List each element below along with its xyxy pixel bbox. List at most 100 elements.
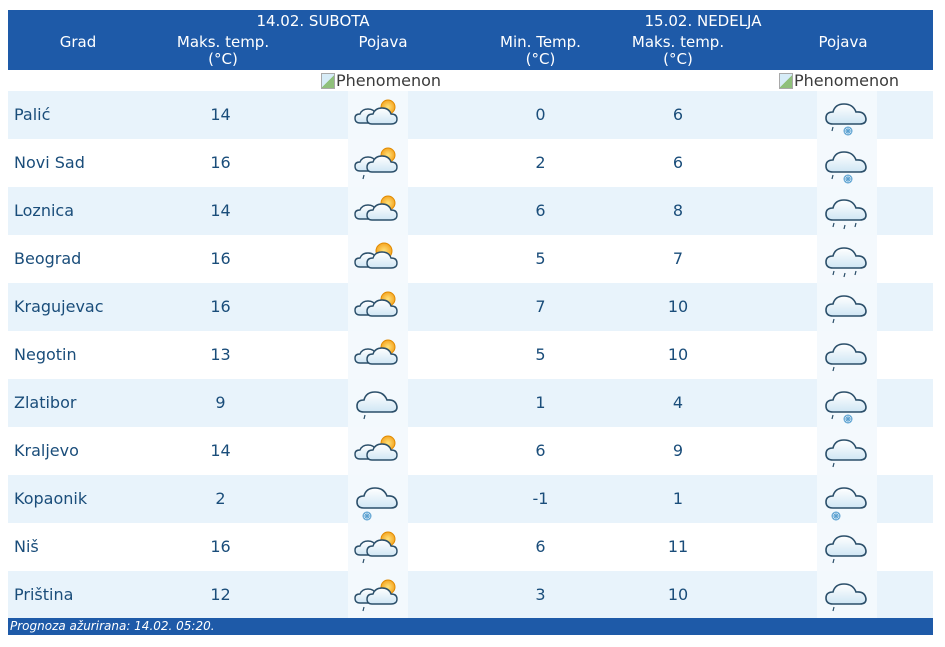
day2-max-temp: 6 <box>672 105 684 124</box>
day2-max-temp: 7 <box>672 249 684 268</box>
day2-min-temp: 1 <box>535 393 546 412</box>
day1-weather-cell <box>348 427 408 475</box>
table-row: Zlatibor 9 1 4 <box>8 379 933 427</box>
header-day2-min-label: Min. Temp. <box>500 33 581 51</box>
day2-weather-cell <box>817 235 877 283</box>
city-name: Beograd <box>14 249 82 268</box>
table-row: Negotin 13 5 10 <box>8 331 933 379</box>
city-name: Loznica <box>14 201 75 220</box>
day1-weather-cell <box>348 379 408 427</box>
header-day2-pojava: Pojava <box>818 33 868 51</box>
day2-weather-cell <box>817 187 877 235</box>
phenomenon-alt-text: Phenomenon <box>336 71 442 90</box>
day2-max-temp: 9 <box>672 441 684 460</box>
day2-max-temp: 6 <box>672 153 684 172</box>
day2-min-temp: 2 <box>535 153 546 172</box>
table-row: Kopaonik 2 -1 1 <box>8 475 933 523</box>
city-name: Priština <box>14 585 74 604</box>
header-day1-max: Maks. temp. (°C) <box>158 34 288 68</box>
day1-max-temp: 12 <box>210 585 231 604</box>
day1-weather-cell <box>348 187 408 235</box>
table-header: Grad Maks. temp. (°C) 14.02. SUBOTA Poja… <box>8 10 933 70</box>
day1-weather-cell <box>348 283 408 331</box>
day2-weather-cell <box>817 139 877 187</box>
header-day2-min: Min. Temp. (°C) <box>478 34 603 68</box>
day2-weather-cell <box>817 331 877 379</box>
day1-max-temp: 16 <box>210 537 231 556</box>
phenomenon-broken-image-1: Phenomenon <box>321 71 441 90</box>
day2-min-temp: 5 <box>535 249 546 268</box>
table-row: Beograd 16 5 7 <box>8 235 933 283</box>
day2-max-temp: 10 <box>667 297 689 316</box>
day1-weather-cell <box>348 235 408 283</box>
day2-max-temp: 1 <box>672 489 684 508</box>
header-day1-max-label: Maks. temp. <box>176 33 270 51</box>
day2-min-temp: 7 <box>535 297 546 316</box>
city-name: Negotin <box>14 345 77 364</box>
day1-max-temp: 13 <box>210 345 231 364</box>
day2-max-temp: 8 <box>672 201 684 220</box>
city-name: Kragujevac <box>14 297 104 316</box>
day1-weather-cell <box>348 475 408 523</box>
city-name: Zlatibor <box>14 393 77 412</box>
day2-weather-cell <box>817 379 877 427</box>
day2-min-temp: 5 <box>535 345 546 364</box>
header-day1-pojava: Pojava <box>358 33 408 51</box>
table-row: Niš 16 6 11 <box>8 523 933 571</box>
day2-weather-cell <box>817 475 877 523</box>
phenomenon-image-row: Phenomenon Phenomenon <box>8 70 933 91</box>
footer-updated-text: Prognoza ažurirana: 14.02. 05:20. <box>10 619 215 633</box>
city-name: Niš <box>14 537 39 556</box>
header-day2-max-label: Maks. temp. <box>631 33 725 51</box>
day2-min-temp: 6 <box>535 537 546 556</box>
day1-max-temp: 16 <box>210 297 231 316</box>
day1-max-temp: 14 <box>210 105 231 124</box>
city-name: Palić <box>14 105 51 124</box>
broken-image-icon <box>779 72 793 89</box>
table-row: Palić 14 0 6 <box>8 91 933 139</box>
header-day1-title: 14.02. SUBOTA <box>256 12 370 30</box>
day2-max-temp: 10 <box>667 345 689 364</box>
day2-min-temp: 0 <box>535 105 546 124</box>
header-day2-min-unit: (°C) <box>525 50 556 68</box>
day2-min-temp: -1 <box>532 489 549 508</box>
table-row: Loznica 14 6 8 <box>8 187 933 235</box>
day2-weather-cell <box>817 427 877 475</box>
footer-updated: Prognoza ažurirana: 14.02. 05:20. <box>8 618 933 635</box>
day2-min-temp: 6 <box>535 441 546 460</box>
header-day2-max: Maks. temp. (°C) <box>613 34 743 68</box>
day1-max-temp: 16 <box>210 249 231 268</box>
broken-image-icon <box>321 72 335 89</box>
table-row: Kragujevac 16 7 10 <box>8 283 933 331</box>
phenomenon-broken-image-2: Phenomenon <box>779 71 899 90</box>
day2-max-temp: 4 <box>672 393 684 412</box>
day2-min-temp: 6 <box>535 201 546 220</box>
table-body: Palić 14 0 6 Novi Sad 16 2 6 Loznica 14 … <box>8 91 933 619</box>
day2-weather-cell <box>817 91 877 139</box>
day1-weather-cell <box>348 91 408 139</box>
day1-weather-cell <box>348 331 408 379</box>
day2-weather-cell <box>817 571 877 619</box>
day1-max-temp: 16 <box>210 153 231 172</box>
day1-max-temp: 9 <box>215 393 226 412</box>
day1-max-temp: 14 <box>210 441 231 460</box>
header-grad: Grad <box>59 33 97 51</box>
city-name: Novi Sad <box>14 153 85 172</box>
day1-weather-cell <box>348 139 408 187</box>
table-row: Novi Sad 16 2 6 <box>8 139 933 187</box>
day2-max-temp: 11 <box>667 537 689 556</box>
city-name: Kopaonik <box>14 489 88 508</box>
day2-max-temp: 10 <box>667 585 689 604</box>
city-name: Kraljevo <box>14 441 79 460</box>
day2-weather-cell <box>817 523 877 571</box>
day2-min-temp: 3 <box>535 585 546 604</box>
table-row: Kraljevo 14 6 9 <box>8 427 933 475</box>
header-day2-max-unit: (°C) <box>663 50 693 68</box>
header-day1-max-unit: (°C) <box>208 50 238 68</box>
day1-max-temp: 14 <box>210 201 231 220</box>
header-day2-title: 15.02. NEDELJA <box>644 12 762 30</box>
phenomenon-alt-text: Phenomenon <box>794 71 900 90</box>
forecast-table: Grad Maks. temp. (°C) 14.02. SUBOTA Poja… <box>8 10 933 635</box>
table-row: Priština 12 3 10 <box>8 571 933 619</box>
day1-max-temp: 2 <box>215 489 226 508</box>
